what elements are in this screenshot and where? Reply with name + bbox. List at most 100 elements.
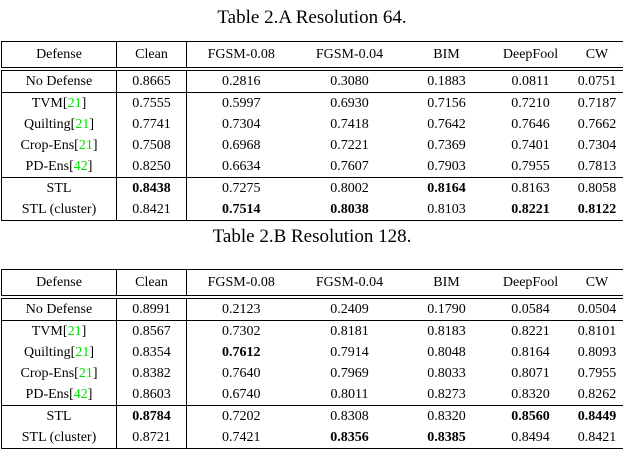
defense-cell: STL (cluster) bbox=[1, 199, 117, 221]
value-cell: 0.8183 bbox=[427, 324, 466, 339]
value-cell: 0.7955 bbox=[577, 366, 617, 381]
value-cell: 0.7401 bbox=[511, 138, 550, 153]
results-table-resolution-64: Defense Clean FGSM-0.08 FGSM-0.04 BIM DeepFoo… bbox=[1, 41, 623, 221]
value-cell: 0.2123 bbox=[186, 297, 296, 321]
column-header-cw: CW bbox=[571, 269, 623, 299]
column-header-clean: Clean bbox=[116, 41, 187, 71]
column-header-fgsm-0-04: FGSM-0.04 bbox=[295, 41, 404, 71]
table-row: Crop-Ens[21] 0.7508 0.6968 0.7221 0.7369 0.74… bbox=[1, 135, 623, 156]
value-cell: 0.8033 bbox=[427, 366, 466, 381]
defense-cell: No Defense bbox=[1, 297, 117, 321]
column-header-defense: Defense bbox=[1, 41, 117, 71]
value-cell: 0.8011 bbox=[295, 384, 404, 406]
value-cell: 0.8354 bbox=[116, 342, 187, 363]
value-cell: 0.7202 bbox=[222, 409, 261, 424]
column-header-defense: Defense bbox=[1, 269, 117, 299]
value-cell: 0.8250 bbox=[116, 156, 187, 178]
value-cell: 0.7508 bbox=[116, 135, 187, 156]
value-cell: 0.8784 bbox=[116, 405, 187, 427]
defense-cell: Quilting[21] bbox=[1, 114, 117, 135]
citation-ref: 21 bbox=[67, 96, 82, 111]
value-cell: 0.7302 bbox=[222, 324, 261, 339]
value-cell: 0.8048 bbox=[427, 345, 466, 360]
value-cell: 0.7640 bbox=[222, 366, 261, 381]
value-cell: 0.8567 bbox=[116, 320, 187, 342]
value-cell: 0.8421 bbox=[577, 430, 617, 445]
header-row: Defense Clean FGSM-0.08 FGSM-0.04 BIM DeepFoo… bbox=[1, 269, 623, 299]
defense-cell: No Defense bbox=[1, 69, 117, 93]
table-row: No Defense 0.8991 0.2123 0.2409 0.1790 0.0584… bbox=[1, 297, 623, 321]
table-row: STL (cluster) 0.8721 0.7421 0.8356 0.8385 0.8… bbox=[1, 427, 623, 449]
defense-cell: Crop-Ens[21] bbox=[1, 363, 117, 384]
value-cell: 0.8103 bbox=[427, 202, 466, 217]
defense-cell: PD-Ens[42] bbox=[1, 156, 117, 178]
value-cell: 0.0584 bbox=[489, 297, 572, 321]
value-cell: 0.8308 bbox=[330, 409, 369, 424]
value-cell: 0.7210 bbox=[511, 96, 550, 111]
column-header-fgsm-0-08: FGSM-0.08 bbox=[186, 269, 296, 299]
value-cell: 0.6930 bbox=[330, 96, 369, 111]
value-cell: 0.0751 bbox=[571, 69, 623, 93]
column-header-fgsm-0-08: FGSM-0.08 bbox=[186, 41, 296, 71]
value-cell: 0.8163 bbox=[511, 181, 550, 196]
value-cell: 0.7156 bbox=[427, 96, 466, 111]
value-cell: 0.8385 bbox=[427, 430, 466, 445]
defense-cell: STL bbox=[1, 405, 117, 427]
results-table-resolution-128: Defense Clean FGSM-0.08 FGSM-0.04 BIM DeepFoo… bbox=[1, 269, 623, 449]
value-cell: 0.8356 bbox=[330, 430, 369, 445]
column-header-cw: CW bbox=[571, 41, 623, 71]
value-cell: 0.7187 bbox=[577, 96, 617, 111]
value-cell: 0.8002 bbox=[330, 181, 369, 196]
citation-ref: 42 bbox=[73, 159, 88, 174]
defense-cell: Quilting[21] bbox=[1, 342, 117, 363]
value-cell: 0.8071 bbox=[511, 366, 550, 381]
column-header-bim: BIM bbox=[403, 269, 490, 299]
value-cell: 0.8221 bbox=[511, 324, 550, 339]
table-a-title: Table 2.A Resolution 64. bbox=[217, 7, 407, 28]
value-cell: 0.6634 bbox=[186, 156, 296, 178]
value-cell: 0.7275 bbox=[222, 181, 261, 196]
value-cell: 0.8101 bbox=[577, 324, 617, 339]
value-cell: 0.8038 bbox=[330, 202, 369, 217]
value-cell: 0.2409 bbox=[295, 297, 404, 321]
value-cell: 0.8273 bbox=[403, 384, 490, 406]
value-cell: 0.8320 bbox=[427, 409, 466, 424]
value-cell: 0.7421 bbox=[222, 430, 261, 445]
value-cell: 0.8058 bbox=[577, 181, 617, 196]
column-header-clean: Clean bbox=[116, 269, 187, 299]
column-header-deepfool: DeepFool bbox=[489, 41, 572, 71]
defense-cell: STL (cluster) bbox=[1, 427, 117, 449]
value-cell: 0.1883 bbox=[403, 69, 490, 93]
value-cell: 0.6740 bbox=[186, 384, 296, 406]
value-cell: 0.8093 bbox=[577, 345, 617, 360]
table-row: STL 0.8438 0.7275 0.8002 0.8164 0.8163 0.8058 bbox=[1, 177, 623, 199]
value-cell: 0.1790 bbox=[403, 297, 490, 321]
defense-cell: PD-Ens[42] bbox=[1, 384, 117, 406]
value-cell: 0.8382 bbox=[116, 363, 187, 384]
column-header-fgsm-0-04: FGSM-0.04 bbox=[295, 269, 404, 299]
value-cell: 0.7813 bbox=[571, 156, 623, 178]
value-cell: 0.7369 bbox=[427, 138, 466, 153]
table-row: STL 0.8784 0.7202 0.8308 0.8320 0.8560 0.8449 bbox=[1, 405, 623, 427]
header-row: Defense Clean FGSM-0.08 FGSM-0.04 BIM DeepFoo… bbox=[1, 41, 623, 71]
defense-cell: STL bbox=[1, 177, 117, 199]
value-cell: 0.8991 bbox=[116, 297, 187, 321]
value-cell: 0.7642 bbox=[427, 117, 466, 132]
table-row: PD-Ens[42] 0.8603 0.6740 0.8011 0.8273 0.8320… bbox=[1, 384, 623, 406]
value-cell: 0.7514 bbox=[222, 202, 261, 217]
citation-ref: 21 bbox=[67, 324, 82, 339]
value-cell: 0.8421 bbox=[116, 199, 187, 221]
value-cell: 0.0504 bbox=[571, 297, 623, 321]
value-cell: 0.8164 bbox=[427, 181, 466, 196]
value-cell: 0.8262 bbox=[571, 384, 623, 406]
value-cell: 0.7221 bbox=[330, 138, 369, 153]
value-cell: 0.0811 bbox=[489, 69, 572, 93]
citation-ref: 21 bbox=[75, 117, 90, 132]
value-cell: 0.8181 bbox=[330, 324, 369, 339]
value-cell: 0.8122 bbox=[577, 202, 617, 217]
value-cell: 0.8603 bbox=[116, 384, 187, 406]
table-row: Crop-Ens[21] 0.8382 0.7640 0.7969 0.8033 0.80… bbox=[1, 363, 623, 384]
value-cell: 0.7612 bbox=[222, 345, 261, 360]
value-cell: 0.2816 bbox=[186, 69, 296, 93]
